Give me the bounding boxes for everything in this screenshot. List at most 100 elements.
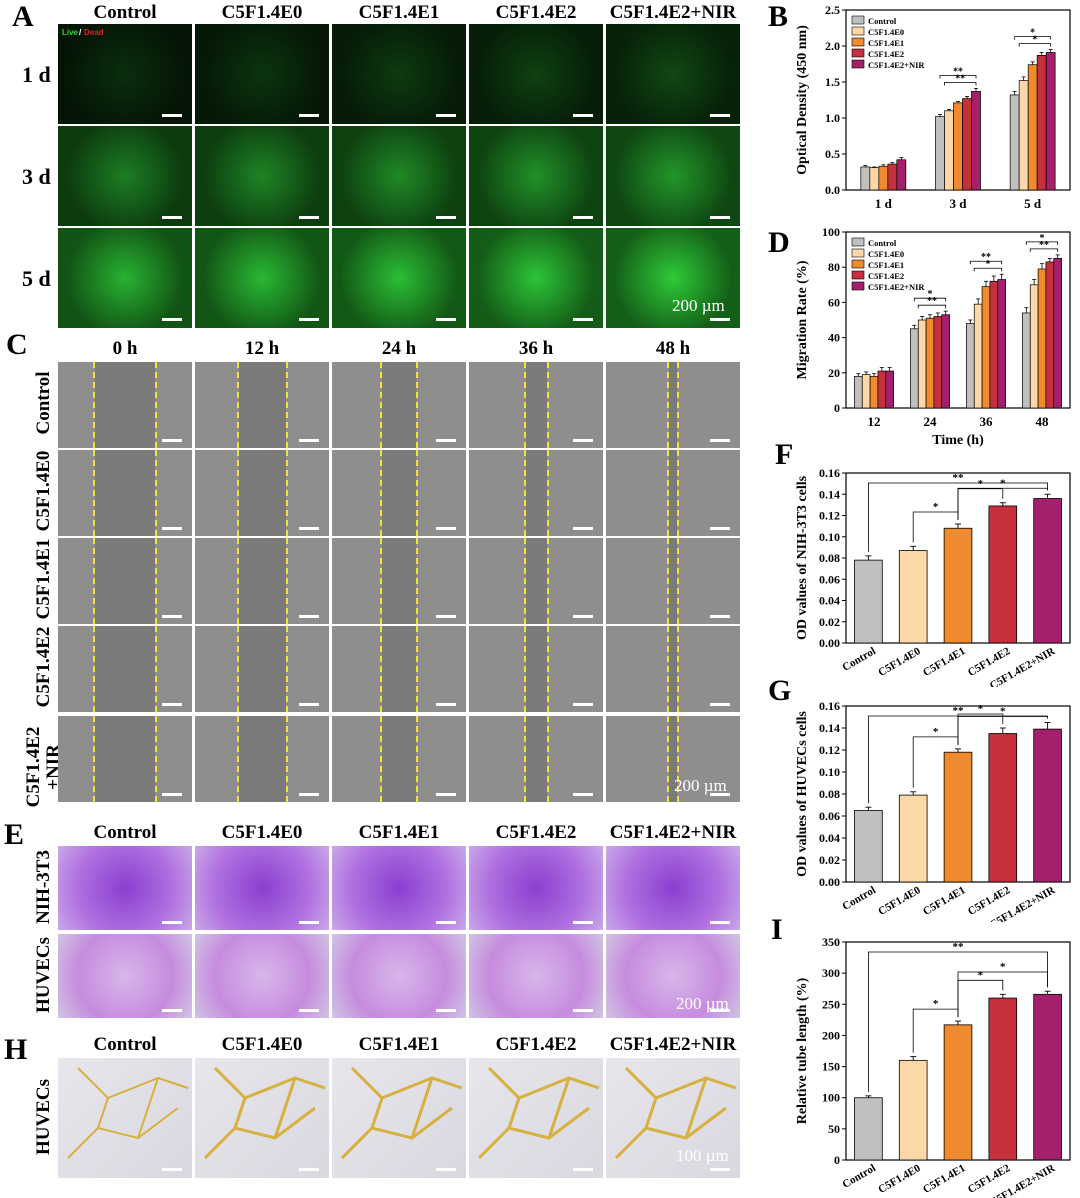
live-dead-micrograph [606,24,740,124]
x-tick-label: 48 [1036,414,1050,429]
legend-label: C5F1.4E2 [868,49,904,59]
wound-edge-right [155,538,157,624]
wound-edge-left [523,716,526,802]
tube-segment [477,1106,590,1160]
scale-label: 200 µm [672,296,725,315]
column-header: C5F1.4E2 [495,2,577,23]
wound-gap [525,626,547,712]
bar [962,98,972,191]
legend-label: C5F1.4E2+NIR [868,60,925,70]
column-header: C5F1.4E1 [358,2,440,23]
scale-bar [573,703,593,706]
x-tick-label: 5 d [1024,196,1042,211]
significance-marker: * [1032,35,1037,46]
legend-label: Control [868,238,897,248]
wound-gap [238,362,286,448]
tube-segment [107,1077,159,1099]
panel-label-h: H [4,1033,28,1066]
bar [966,323,975,409]
scale-bar [573,615,593,618]
legend-swatch [851,248,865,258]
scale-bar [436,921,456,924]
live-dead-micrograph [469,228,603,328]
wound-edge-left [380,626,382,712]
transwell-micrograph [332,934,466,1018]
significance-marker: ** [1039,240,1049,251]
wound-gap [238,626,286,712]
wound-edge-right [416,716,418,802]
scale-bar [573,216,593,219]
x-tick-label: C5F1.4E0 [876,645,923,679]
live-dead-micrograph [195,126,329,226]
scale-bar [436,1168,456,1171]
scale-bar [299,527,319,530]
tube-segment [273,1076,326,1139]
bar [989,280,999,409]
scale-bar [573,1168,593,1171]
bar [944,110,954,191]
bar [953,102,963,191]
significance-bracket [973,267,1003,272]
column-header: C5F1.4E1 [358,1034,440,1055]
y-tick-label: 0.04 [819,594,840,608]
wound-gap [382,362,416,448]
live-dead-micrograph [469,126,603,226]
wound-gap [95,538,155,624]
scale-bar [299,318,319,321]
legend-swatch [851,259,865,269]
bar [1033,993,1062,1161]
panel-label-a: A [12,0,34,33]
wound-edge-right [155,626,157,712]
wound-edge-left [380,450,382,536]
column-header: 36 h [518,338,554,359]
wound-edge-right [416,362,418,448]
wound-edge-right [546,626,549,712]
scale-bar [162,114,182,117]
wound-edge-left [667,450,669,536]
plot-frame [845,231,1071,409]
legend-swatch [851,237,865,247]
live-dead-micrograph [606,126,740,226]
significance-marker: ** [953,941,965,953]
wound-gap [669,362,677,448]
wound-edge-left [236,538,239,624]
x-tick-label: C5F1.4E0 [876,884,923,918]
y-tick-label: 100 [822,225,840,239]
scale-bar [436,216,456,219]
y-tick-label: 2.5 [825,3,840,17]
column-header: Control [93,822,157,843]
y-tick-label: 0.08 [819,551,840,565]
wound-edge-right [546,538,549,624]
scale-bar [162,1168,182,1171]
column-header: C5F1.4E2+NIR [609,2,737,23]
legend-label: C5F1.4E0 [868,249,904,259]
bar [943,1024,973,1161]
scale-bar [573,439,593,442]
scale-bar [710,527,730,530]
live-dead-micrograph [469,24,603,124]
y-tick-label: 0.02 [819,615,840,629]
transwell-micrograph [58,934,192,1018]
scale-bar [573,921,593,924]
significance-bracket [913,297,947,302]
tube-segment [624,1066,658,1129]
y-tick-label: 0.00 [819,636,840,650]
significance-marker: * [1030,28,1035,39]
scale-bar [162,921,182,924]
tube-segment [350,1066,384,1129]
legend-label: Control [868,16,897,26]
scale-bar [710,439,730,442]
wound-gap [238,450,286,536]
scale-label: 200 µm [674,776,727,795]
scale-bar [162,703,182,706]
wound-edge-right [155,716,157,802]
bar [887,163,898,191]
y-tick-label: 2.0 [825,39,840,53]
bar [981,286,991,409]
bar [997,279,1006,409]
significance-bracket [1029,248,1059,252]
significance-bracket [957,716,1048,745]
scale-bar [573,1009,593,1012]
wound-edge-right [416,626,418,712]
significance-marker: ** [981,252,991,263]
